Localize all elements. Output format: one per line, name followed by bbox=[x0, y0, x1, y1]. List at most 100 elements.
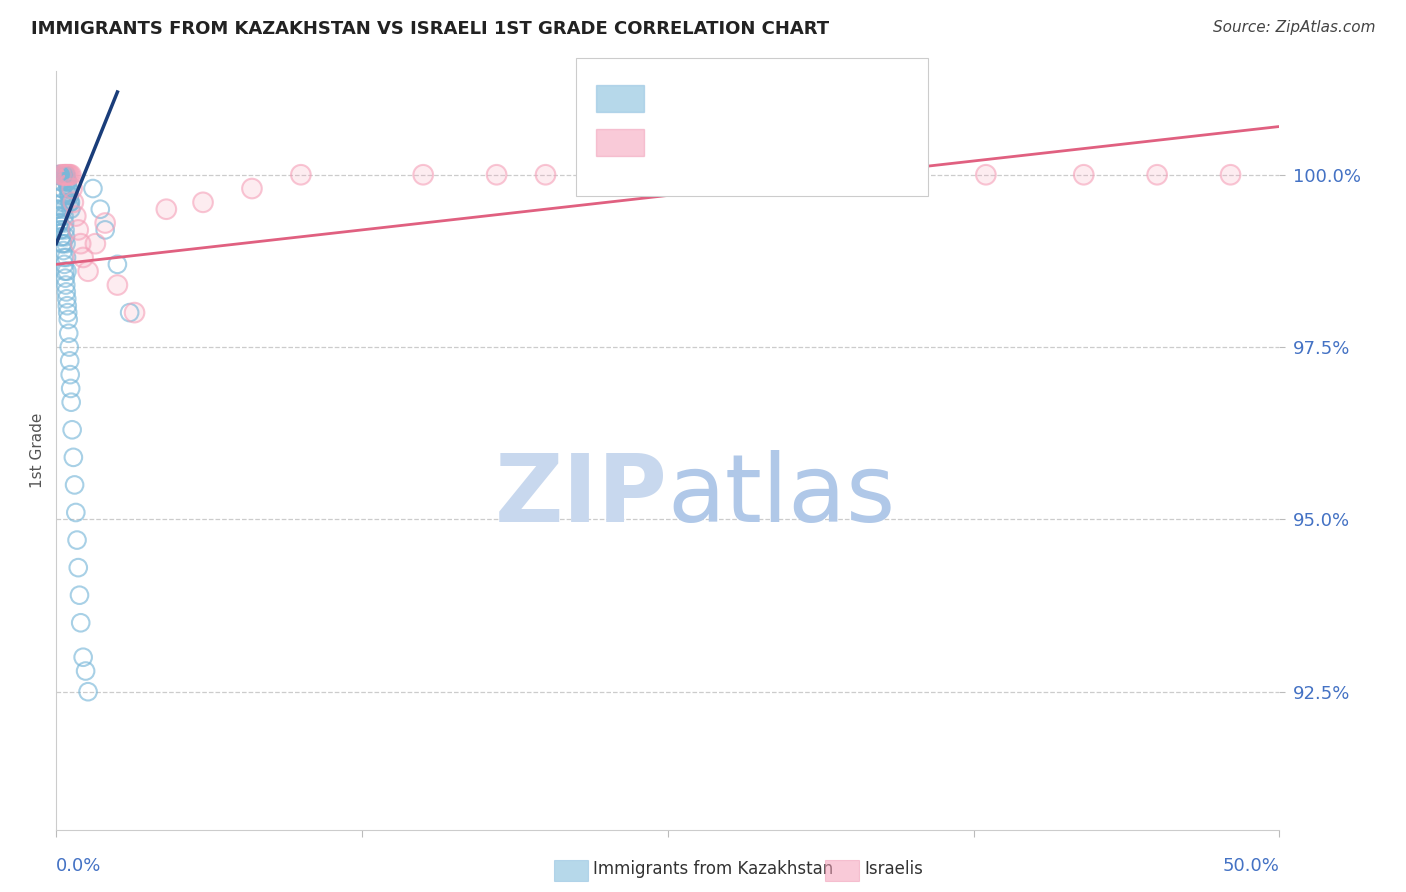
Point bbox=[51, 168, 73, 182]
Point bbox=[56, 181, 79, 195]
Point bbox=[89, 202, 111, 217]
Point bbox=[52, 168, 75, 182]
Point bbox=[49, 175, 72, 189]
Point bbox=[290, 168, 312, 182]
Point bbox=[1146, 168, 1168, 182]
Point bbox=[53, 168, 76, 182]
Point bbox=[58, 312, 80, 326]
Point bbox=[58, 168, 80, 182]
Y-axis label: 1st Grade: 1st Grade bbox=[30, 413, 45, 488]
Point bbox=[60, 395, 83, 409]
Point bbox=[1219, 168, 1241, 182]
Point bbox=[55, 229, 77, 244]
Point bbox=[65, 209, 87, 223]
Point bbox=[46, 202, 69, 217]
Point bbox=[48, 168, 70, 182]
Point bbox=[56, 175, 79, 189]
Point bbox=[52, 188, 75, 202]
Text: atlas: atlas bbox=[668, 450, 896, 542]
Point bbox=[240, 181, 263, 195]
Point bbox=[77, 684, 100, 698]
Point bbox=[62, 450, 84, 465]
Point bbox=[94, 216, 117, 230]
Point bbox=[52, 202, 75, 217]
Text: 0.486: 0.486 bbox=[690, 133, 747, 153]
Point bbox=[51, 168, 73, 182]
Point bbox=[59, 381, 82, 395]
Point bbox=[55, 168, 77, 182]
Point bbox=[485, 168, 508, 182]
Point bbox=[412, 168, 434, 182]
Point bbox=[49, 168, 72, 182]
Text: 35: 35 bbox=[783, 133, 808, 153]
Point bbox=[107, 278, 129, 293]
Point bbox=[240, 181, 263, 195]
Point bbox=[77, 264, 100, 278]
Point bbox=[52, 168, 75, 182]
Point bbox=[730, 168, 752, 182]
Point bbox=[48, 209, 70, 223]
Point bbox=[53, 264, 76, 278]
Point bbox=[56, 175, 79, 189]
Point bbox=[53, 216, 76, 230]
Point bbox=[56, 299, 79, 313]
Point bbox=[55, 251, 77, 265]
Point bbox=[55, 236, 77, 251]
Text: 50.0%: 50.0% bbox=[1223, 857, 1279, 875]
Point bbox=[51, 229, 73, 244]
Point bbox=[107, 278, 129, 293]
Point bbox=[56, 175, 79, 189]
Point bbox=[974, 168, 997, 182]
Point bbox=[53, 168, 76, 182]
Point bbox=[55, 168, 77, 182]
Point bbox=[62, 195, 84, 210]
Point bbox=[583, 168, 606, 182]
Point bbox=[55, 168, 77, 182]
Point bbox=[56, 264, 79, 278]
Point bbox=[583, 168, 606, 182]
Point bbox=[52, 195, 75, 210]
Point bbox=[52, 168, 75, 182]
Point bbox=[852, 168, 875, 182]
Point bbox=[657, 168, 679, 182]
Point bbox=[730, 168, 752, 182]
Point bbox=[53, 168, 76, 182]
Point bbox=[852, 168, 875, 182]
Point bbox=[55, 175, 77, 189]
Point bbox=[412, 168, 434, 182]
Point bbox=[118, 305, 141, 319]
Point bbox=[69, 236, 91, 251]
Point bbox=[48, 168, 70, 182]
Text: Israelis: Israelis bbox=[865, 860, 924, 878]
Point bbox=[59, 354, 82, 368]
Point bbox=[49, 168, 72, 182]
Point bbox=[59, 168, 82, 182]
Point bbox=[53, 168, 76, 182]
Point bbox=[56, 168, 79, 182]
Point bbox=[124, 305, 146, 319]
Point bbox=[779, 168, 801, 182]
Point bbox=[52, 168, 75, 182]
Point bbox=[534, 168, 557, 182]
Point bbox=[59, 195, 82, 210]
Point bbox=[46, 168, 69, 182]
Point bbox=[49, 168, 72, 182]
Point bbox=[84, 236, 107, 251]
Point bbox=[58, 181, 80, 195]
Point bbox=[49, 175, 72, 189]
Point bbox=[59, 195, 82, 210]
Point bbox=[46, 168, 69, 182]
Point bbox=[72, 251, 94, 265]
Point bbox=[1146, 168, 1168, 182]
Point bbox=[48, 168, 70, 182]
Point bbox=[49, 168, 72, 182]
Point bbox=[69, 236, 91, 251]
Point bbox=[974, 168, 997, 182]
Point bbox=[63, 478, 86, 492]
Point bbox=[52, 168, 75, 182]
Point bbox=[59, 368, 82, 382]
Point bbox=[59, 195, 82, 210]
Point bbox=[59, 202, 82, 217]
Point bbox=[657, 168, 679, 182]
Point bbox=[56, 175, 79, 189]
